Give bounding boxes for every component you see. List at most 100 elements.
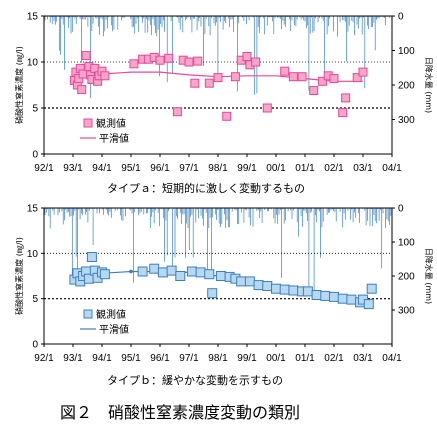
- observed-point: [329, 291, 339, 302]
- observed-point: [129, 59, 139, 69]
- observed-point: [222, 111, 232, 121]
- observed-point: [271, 283, 281, 294]
- observed-point: [190, 78, 200, 88]
- observed-point: [99, 269, 110, 280]
- observed-point: [184, 57, 194, 67]
- observed-point: [137, 266, 148, 277]
- observed-point: [186, 266, 197, 277]
- x-tick-label: 98/1: [208, 353, 228, 364]
- observed-point: [81, 51, 91, 61]
- observed-point: [253, 280, 264, 291]
- observed-point: [242, 52, 252, 61]
- y-tick-label: 15: [27, 12, 39, 23]
- observed-point: [175, 271, 186, 281]
- x-tick-label: 99/1: [237, 353, 257, 364]
- y-tick-label: 15: [27, 204, 39, 215]
- legend-label-observed: 観測値: [96, 117, 126, 130]
- observed-point: [77, 85, 87, 95]
- x-tick-label: 95/1: [121, 163, 141, 174]
- observed-point: [172, 107, 182, 117]
- x-tick-label: 94/1: [92, 163, 112, 174]
- observed-point: [329, 74, 339, 84]
- observed-point: [215, 271, 226, 281]
- observed-point: [213, 73, 223, 83]
- y2-tick-label: 0: [398, 204, 404, 215]
- legend-a: 観測値 平滑値: [80, 117, 129, 145]
- observed-point: [366, 283, 377, 294]
- observed-point: [204, 269, 215, 280]
- observed-point: [195, 267, 206, 278]
- observed-point: [149, 263, 160, 274]
- observed-point: [280, 66, 290, 76]
- y2-tick-label: 100: [398, 46, 415, 57]
- y2-tick-label: 100: [398, 238, 415, 249]
- y-tick-label: 5: [32, 104, 38, 115]
- x-tick-label: 92/1: [34, 163, 54, 174]
- x-tick-label: 00/1: [266, 163, 286, 174]
- observed-point: [262, 103, 272, 113]
- chart-panel-b: 0 5 10 15 0 100 200 300 92/1 93/1 94/1 95/1 96/1 97/1…: [14, 204, 434, 388]
- legend-marker-observed: [83, 118, 93, 128]
- observed-point: [302, 286, 313, 297]
- observed-point: [358, 67, 368, 77]
- x-tick-label: 01/1: [295, 163, 315, 174]
- legend-label-smooth: 平滑値: [99, 132, 129, 145]
- legend-label-smooth: 平滑値: [99, 323, 129, 336]
- observed-point: [341, 93, 351, 103]
- y-tick-label: 0: [32, 150, 38, 161]
- x-tick-label: 92/1: [34, 353, 54, 364]
- axis-ticks-a: 0 5 10 15 0 100 200 300 92/1 93/1 94/1 95/1 96/1 97/1…: [27, 12, 415, 175]
- observed-point: [157, 267, 168, 278]
- rainfall-bars-b: [44, 208, 392, 292]
- x-tick-label: 93/1: [63, 163, 83, 174]
- legend-b: 観測値 平滑値: [80, 308, 129, 336]
- observed-point: [236, 276, 247, 287]
- x-tick-label: 04/1: [382, 163, 402, 174]
- observed-point: [346, 294, 357, 305]
- x-tick-label: 03/1: [353, 163, 373, 174]
- y-tick-label: 5: [32, 294, 38, 305]
- observed-point: [337, 293, 348, 304]
- x-tick-label: 93/1: [63, 353, 83, 364]
- observed-point: [352, 73, 362, 83]
- y2-axis-label-b: 日降水量 (mm): [424, 248, 434, 304]
- observed-point: [363, 299, 374, 310]
- y-axis-label-b: 硝酸性窒素濃度 (㎎/l): [14, 237, 25, 315]
- observed-point: [338, 108, 348, 118]
- observed-point: [244, 276, 255, 287]
- observed-point: [311, 290, 322, 300]
- chart-panel-a: 0 5 10 15 0 100 200 300 92/1 93/1 94/1 95/1 96/1 97/1…: [14, 12, 434, 196]
- figure-title: 図２ 硝酸性窒素濃度変動の類別: [60, 403, 300, 422]
- caption-b: タイプｂ：緩やかな変動を示すもの: [107, 373, 283, 387]
- observed-point: [86, 252, 97, 262]
- observed-point: [320, 290, 331, 301]
- x-tick-label: 03/1: [353, 353, 373, 364]
- y-axis-label-a: 硝酸性窒素濃度 (㎎/l): [14, 46, 25, 124]
- y2-tick-label: 0: [398, 12, 404, 23]
- observed-point: [288, 285, 299, 296]
- x-tick-label: 96/1: [150, 353, 170, 364]
- observed-point: [279, 284, 290, 295]
- y-tick-label: 0: [32, 340, 38, 351]
- observed-point: [297, 72, 307, 82]
- caption-a: タイプａ：短期的に激しく変動するもの: [107, 181, 305, 195]
- observed-points-a: [69, 51, 368, 121]
- observed-point: [193, 56, 203, 66]
- legend-marker-observed: [83, 309, 93, 319]
- x-tick-label: 95/1: [121, 353, 141, 364]
- observed-point: [155, 55, 165, 65]
- y2-tick-label: 200: [398, 272, 415, 283]
- y-tick-label: 10: [27, 249, 39, 260]
- observed-point: [207, 288, 218, 299]
- observed-point: [251, 57, 261, 67]
- x-tick-label: 97/1: [179, 163, 199, 174]
- smooth-point: [129, 269, 133, 274]
- x-tick-label: 01/1: [295, 353, 315, 364]
- x-tick-label: 02/1: [324, 353, 344, 364]
- y2-tick-label: 200: [398, 81, 415, 92]
- x-tick-label: 96/1: [150, 163, 170, 174]
- x-tick-label: 02/1: [324, 163, 344, 174]
- y2-tick-label: 300: [398, 115, 415, 126]
- observed-point: [166, 265, 177, 276]
- observed-point: [262, 281, 273, 291]
